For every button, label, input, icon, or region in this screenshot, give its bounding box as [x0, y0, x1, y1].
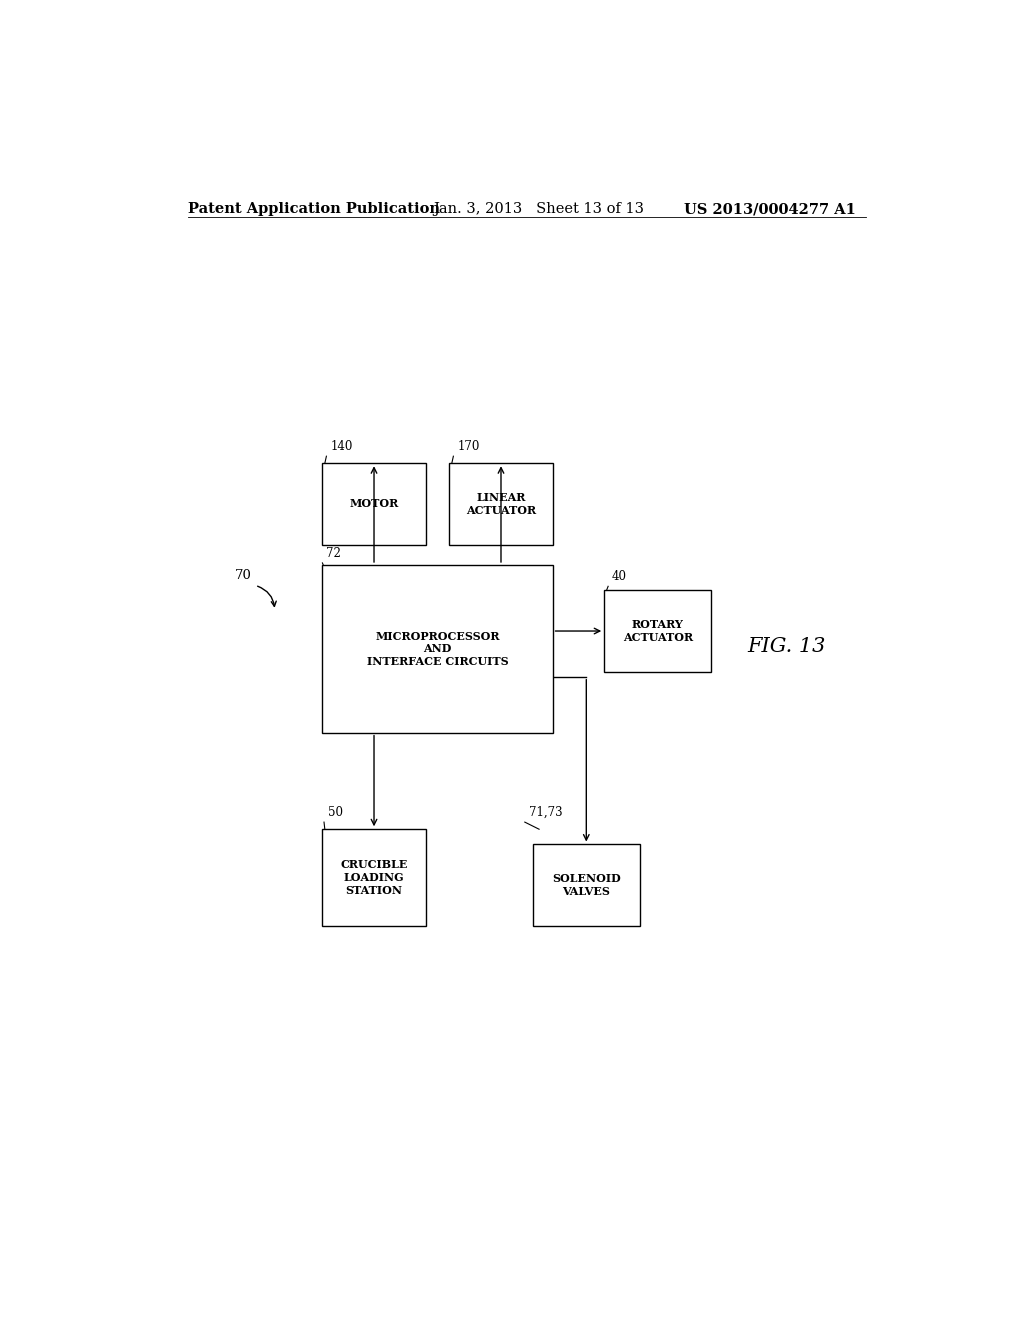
Bar	[604, 590, 712, 672]
Text: MICROPROCESSOR
AND
INTERFACE CIRCUITS: MICROPROCESSOR AND INTERFACE CIRCUITS	[367, 631, 508, 667]
Text: ROTARY
ACTUATOR: ROTARY ACTUATOR	[623, 619, 693, 643]
Text: 72: 72	[327, 546, 341, 560]
Text: US 2013/0004277 A1: US 2013/0004277 A1	[684, 202, 855, 216]
Bar	[323, 829, 426, 925]
Text: FIG. 13: FIG. 13	[748, 636, 825, 656]
Bar	[450, 463, 553, 545]
Text: Patent Application Publication: Patent Application Publication	[187, 202, 439, 216]
Text: MOTOR: MOTOR	[349, 499, 398, 510]
Bar	[532, 845, 640, 925]
Text: SOLENOID
VALVES: SOLENOID VALVES	[552, 874, 621, 898]
Text: 50: 50	[328, 807, 343, 818]
Text: CRUCIBLE
LOADING
STATION: CRUCIBLE LOADING STATION	[340, 859, 408, 896]
Text: 71,73: 71,73	[528, 807, 562, 818]
Text: Jan. 3, 2013   Sheet 13 of 13: Jan. 3, 2013 Sheet 13 of 13	[433, 202, 644, 216]
Text: 140: 140	[331, 440, 352, 453]
Text: 70: 70	[236, 569, 252, 582]
Bar	[323, 565, 553, 733]
Text: 170: 170	[458, 440, 479, 453]
Bar	[323, 463, 426, 545]
Text: LINEAR
ACTUATOR: LINEAR ACTUATOR	[466, 492, 536, 516]
Text: 40: 40	[612, 570, 627, 583]
